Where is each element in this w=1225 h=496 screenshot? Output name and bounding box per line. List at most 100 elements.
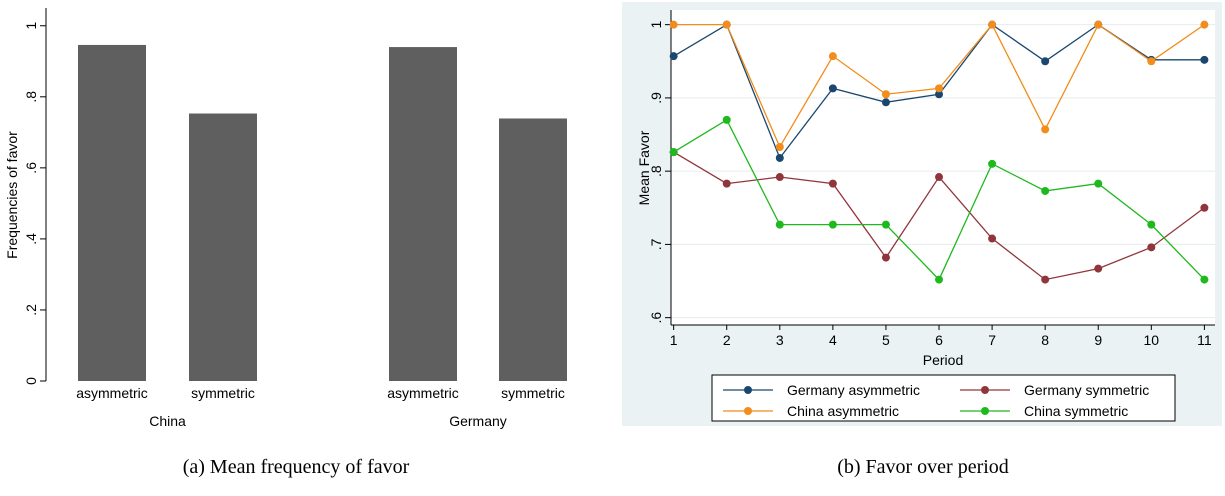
bar-germany-symmetric: [499, 118, 567, 381]
line-x-tick-label: 3: [776, 332, 784, 348]
legend-item-china-symmetric: China symmetric: [960, 403, 1128, 419]
line-x-tick-label: 10: [1144, 332, 1160, 348]
series-point-china-asymmetric: [775, 142, 784, 151]
line-chart-x-axis-title: Period: [923, 352, 963, 368]
series-point-china-asymmetric: [722, 20, 731, 29]
series-point-china-asymmetric: [1200, 20, 1209, 29]
line-x-tick-label: 8: [1041, 332, 1049, 348]
bar-y-tick-label: .6: [23, 162, 39, 174]
legend-marker: [744, 407, 752, 415]
series-point-china-asymmetric: [935, 84, 944, 93]
series-point-germany-symmetric: [881, 253, 890, 262]
series-point-germany-asymmetric: [775, 153, 784, 162]
line-chart-plot-area: [671, 10, 1215, 325]
bar-germany-asymmetric: [389, 47, 457, 381]
line-x-tick-label: 9: [1094, 332, 1102, 348]
series-point-china-symmetric: [881, 220, 890, 229]
line-x-tick-label: 11: [1197, 332, 1212, 348]
legend-marker: [981, 386, 989, 394]
caption-b: (b) Favor over period: [837, 456, 1009, 478]
series-point-germany-symmetric: [828, 179, 837, 188]
series-point-china-symmetric: [775, 220, 784, 229]
bar-y-tick-label: .4: [23, 233, 39, 245]
bar-china-symmetric: [189, 113, 257, 382]
series-point-germany-asymmetric: [1041, 57, 1050, 66]
series-china-asymmetric: [669, 20, 1209, 151]
series-point-china-symmetric: [988, 159, 997, 168]
legend-marker: [744, 386, 752, 394]
series-point-china-asymmetric: [1041, 125, 1050, 134]
series-point-china-symmetric: [1200, 275, 1209, 284]
legend-box: [711, 374, 1176, 422]
legend-label: Germany asymmetric: [787, 382, 920, 398]
line-chart-x-ticks: 1 2 3 4 5 6 7 8 9 10 11: [670, 325, 1212, 348]
series-point-germany-symmetric: [1200, 203, 1209, 212]
line-chart-y-axis-title: Mean Favor: [636, 130, 652, 205]
bar-chart-frequency-of-favor: 0.2.4.6.81 asymmetric symmetricChinaasymm…: [4, 8, 567, 429]
line-x-tick-label: 6: [935, 332, 943, 348]
line-chart-series: [669, 20, 1209, 284]
series-point-china-asymmetric: [1147, 57, 1156, 66]
line-x-tick-label: 1: [670, 332, 678, 348]
bar-chart-bars: [78, 44, 567, 382]
legend-label: China symmetric: [1024, 403, 1128, 419]
series-point-germany-symmetric: [775, 173, 784, 182]
series-point-china-asymmetric: [881, 90, 890, 99]
series-point-china-symmetric: [1041, 186, 1050, 195]
line-y-tick-label: 1: [648, 21, 664, 29]
line-y-tick-label: .8: [648, 165, 664, 177]
series-point-china-symmetric: [1094, 179, 1103, 188]
line-y-tick-label: .6: [648, 312, 664, 324]
series-point-germany-asymmetric: [669, 52, 678, 61]
bar-china-asymmetric: [78, 44, 146, 381]
bar-group-label: China: [149, 413, 186, 429]
bar-y-tick-label: .8: [23, 91, 39, 103]
series-point-china-symmetric: [828, 220, 837, 229]
legend-item-germany-asymmetric: Germany asymmetric: [723, 382, 920, 398]
line-y-tick-label: .7: [648, 238, 664, 250]
line-x-tick-label: 4: [829, 332, 837, 348]
line-x-tick-label: 2: [723, 332, 731, 348]
bar-y-tick-label: 1: [23, 22, 39, 30]
series-germany-symmetric: [669, 148, 1209, 284]
bar-chart-y-ticks: 0 .2 .4 .6 .8 1: [23, 22, 46, 385]
series-point-germany-symmetric: [935, 173, 944, 182]
legend-label: Germany symmetric: [1024, 382, 1149, 398]
series-point-germany-asymmetric: [1200, 55, 1209, 64]
line-chart-favor-over-period: .6 .7 .8 .9 1 1 2 3 4 5 6 7 8 9 10 11 Period Mean Favo…: [622, 2, 1222, 426]
series-point-germany-asymmetric: [828, 84, 837, 93]
legend-item-germany-symmetric: Germany symmetric: [960, 382, 1149, 398]
series-point-china-symmetric: [669, 148, 678, 157]
bar-y-tick-label: .2: [23, 304, 39, 316]
line-chart-legend: Germany asymmetric Germany symmetric China…: [711, 374, 1176, 422]
caption-a: (a) Mean frequency of favor: [183, 456, 410, 478]
series-point-germany-symmetric: [722, 179, 731, 188]
line-chart-gridlines: [671, 24, 1215, 319]
series-point-germany-asymmetric: [881, 98, 890, 107]
series-point-china-symmetric: [935, 275, 944, 284]
bar-y-tick-label: 0: [23, 377, 39, 385]
legend-marker: [981, 407, 989, 415]
series-point-china-symmetric: [1147, 220, 1156, 229]
bar-category-label: asymmetric: [387, 385, 459, 401]
bar-category-label: symmetric: [501, 385, 565, 401]
line-chart-y-ticks: .6 .7 .8 .9 1: [648, 21, 671, 324]
bar-category-label: asymmetric: [76, 385, 148, 401]
series-point-china-asymmetric: [1094, 20, 1103, 29]
bar-chart-y-axis-title: Frequencies of favor: [4, 131, 20, 259]
series-point-china-symmetric: [722, 115, 731, 124]
line-x-tick-label: 5: [882, 332, 890, 348]
legend-label: China asymmetric: [787, 403, 899, 419]
series-point-germany-symmetric: [988, 234, 997, 243]
series-point-china-asymmetric: [828, 52, 837, 61]
series-point-china-asymmetric: [669, 20, 678, 29]
line-y-tick-label: .9: [648, 92, 664, 104]
legend-item-china-asymmetric: China asymmetric: [723, 403, 899, 419]
series-point-germany-symmetric: [1147, 243, 1156, 252]
series-point-china-asymmetric: [988, 20, 997, 29]
bar-group-label: Germany: [449, 413, 507, 429]
bar-category-label: symmetric: [191, 385, 255, 401]
series-point-germany-symmetric: [1041, 275, 1050, 284]
